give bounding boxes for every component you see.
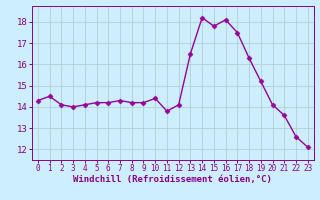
X-axis label: Windchill (Refroidissement éolien,°C): Windchill (Refroidissement éolien,°C)	[73, 175, 272, 184]
